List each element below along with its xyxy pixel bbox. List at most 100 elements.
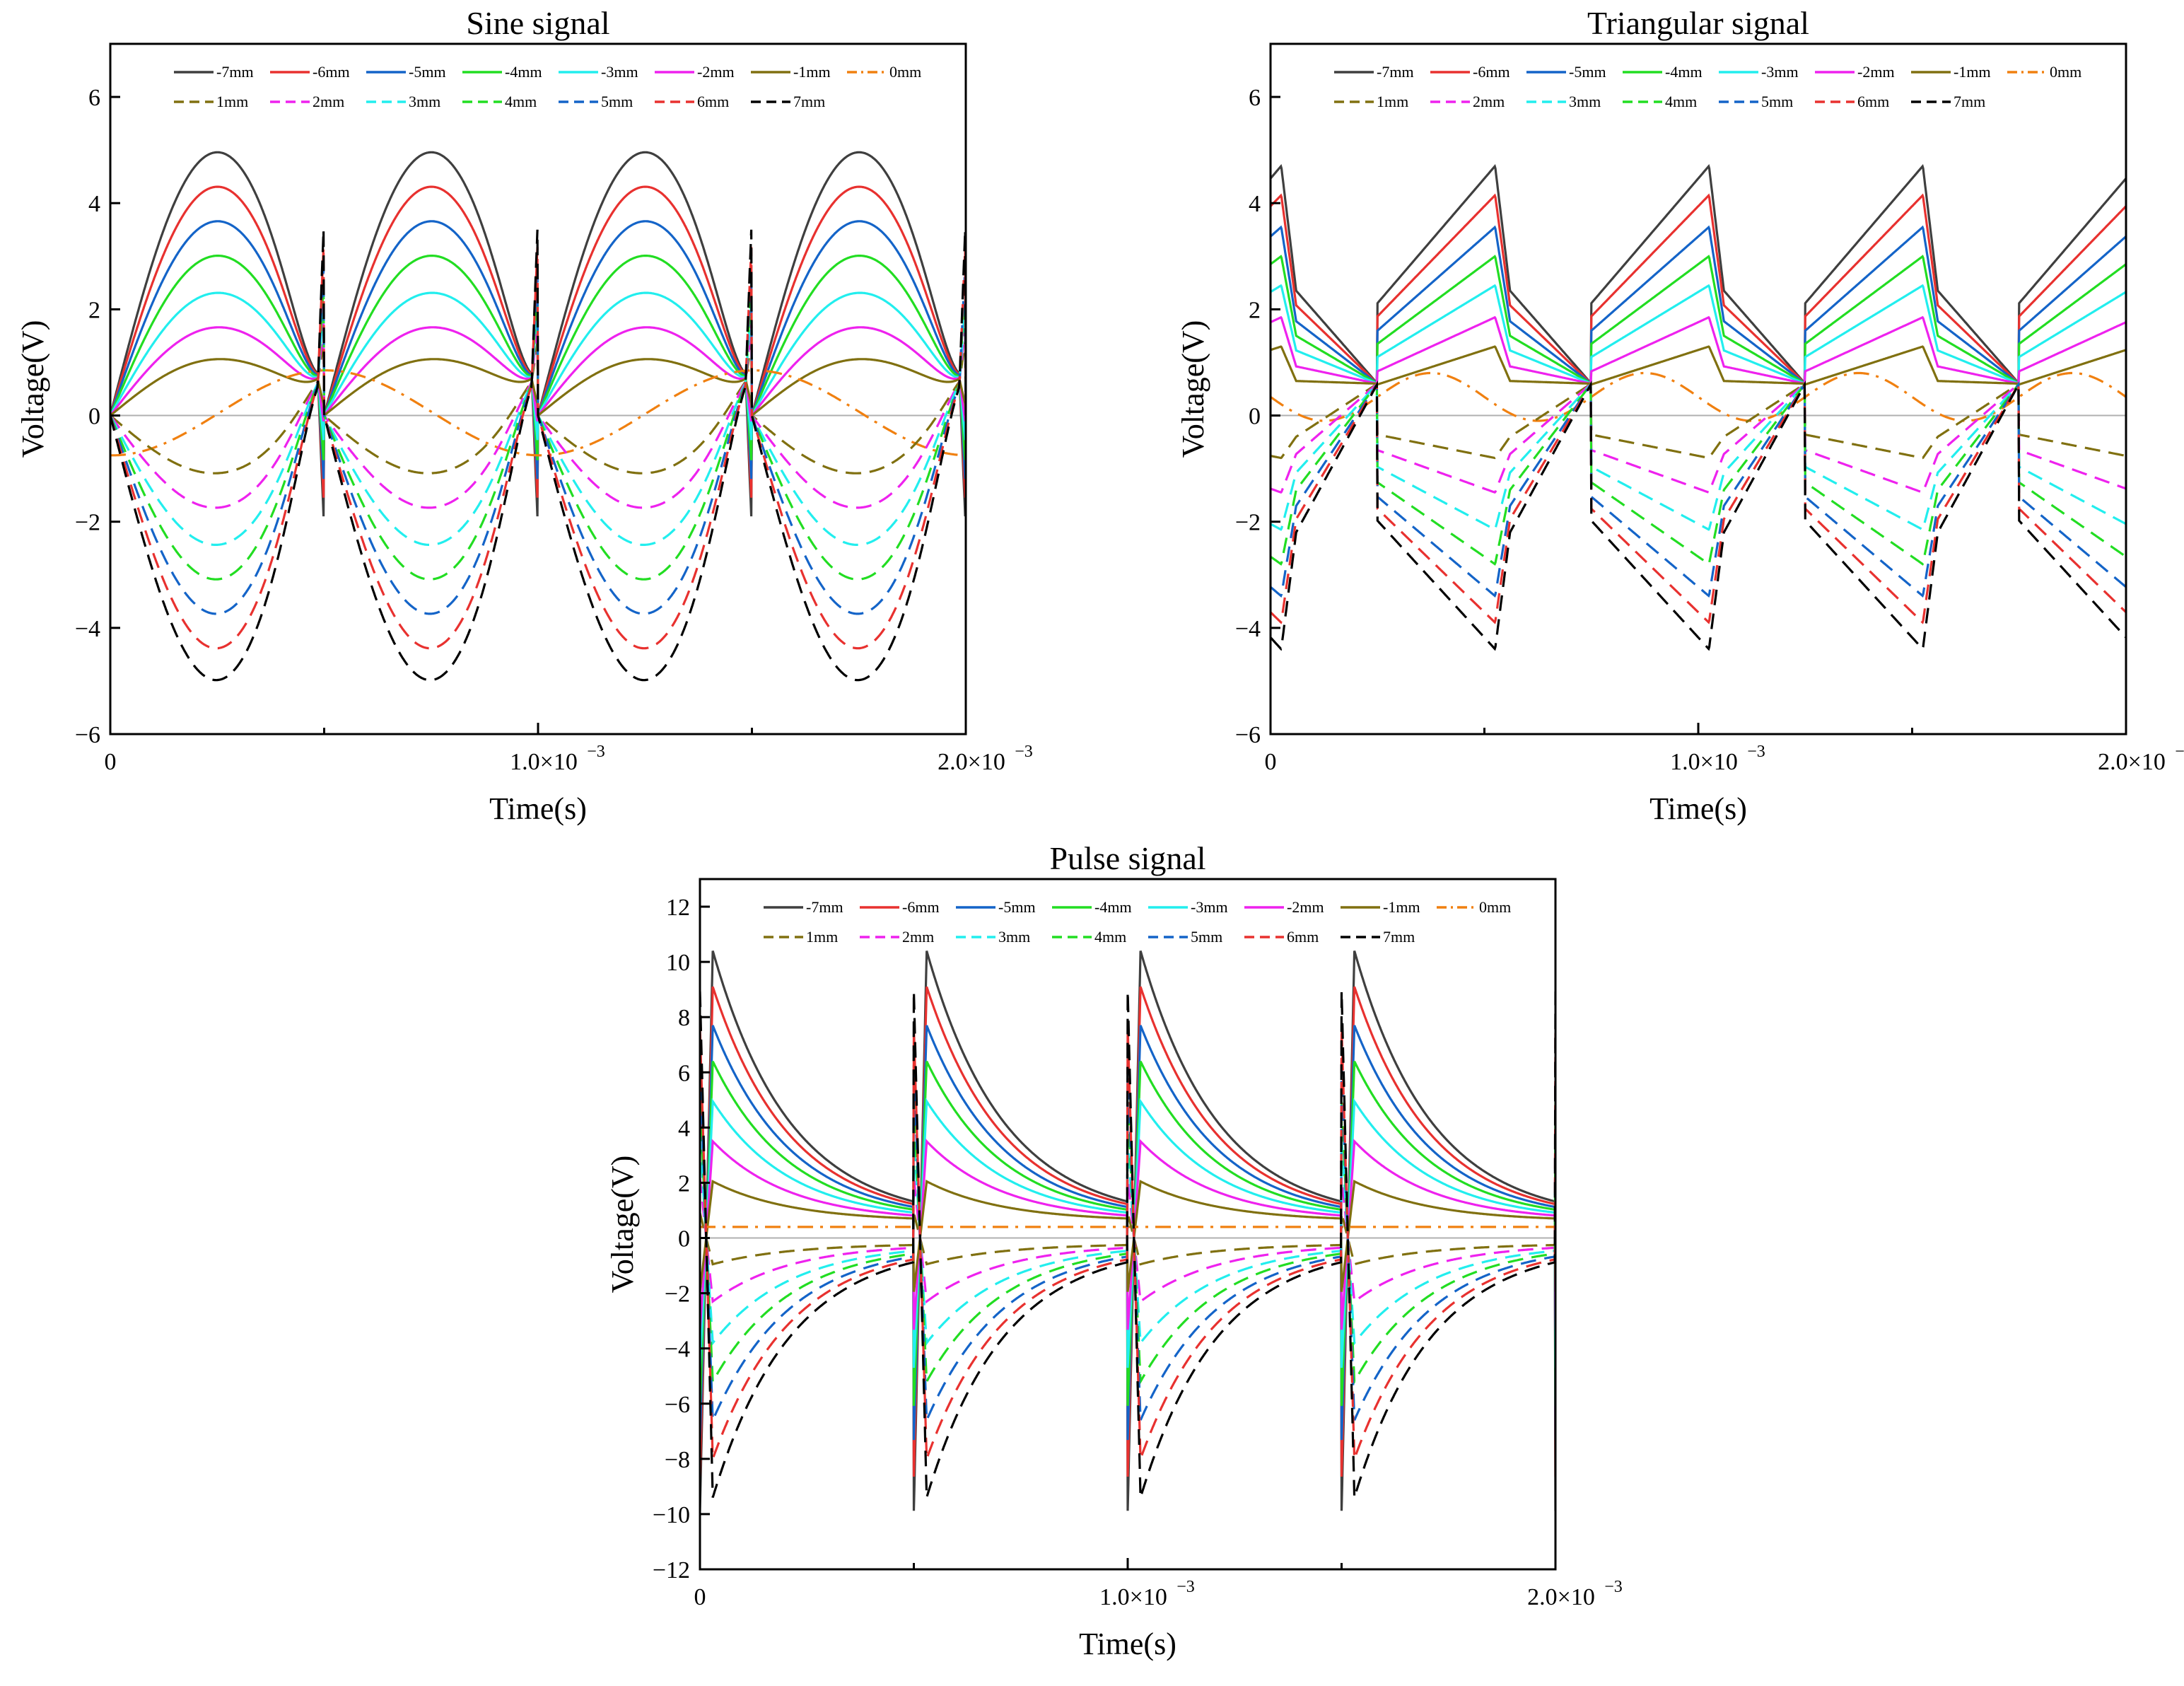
- legend-item--1mm: -1mm: [1341, 898, 1420, 916]
- legend-label: -7mm: [806, 898, 843, 916]
- series-line-6mm: [1271, 380, 2126, 624]
- y-tick-label: 12: [666, 895, 690, 921]
- legend-item-1mm: 1mm: [174, 93, 248, 110]
- y-tick-label: 2: [1249, 297, 1261, 323]
- legend-label: -7mm: [216, 63, 254, 81]
- x-tick-exponent: −3: [1747, 743, 1765, 761]
- y-tick-label: 0: [88, 404, 100, 430]
- legend-item--4mm: -4mm: [1052, 898, 1132, 916]
- y-axis-title: Voltage(V): [16, 320, 50, 458]
- legend-label: 6mm: [1287, 928, 1319, 946]
- legend-label: 4mm: [1094, 928, 1126, 946]
- plot-frame: [1269, 42, 2127, 736]
- x-tick-label: 2.0×10: [2098, 749, 2166, 775]
- legend: -7mm -6mm -5mm -4mm -3mm -2mm -1mm 0mm 1mm 2mm 3mm…: [1334, 63, 2081, 110]
- legend-item--6mm: -6mm: [1430, 63, 1510, 81]
- legend-item--6mm: -6mm: [860, 898, 940, 916]
- legend-item--2mm: -2mm: [655, 63, 735, 81]
- legend-label: 2mm: [313, 93, 344, 110]
- legend-label: -3mm: [1191, 898, 1228, 916]
- legend-item-2mm: 2mm: [860, 928, 934, 946]
- legend-item-6mm: 6mm: [1244, 928, 1319, 946]
- legend-label: -6mm: [902, 898, 940, 916]
- chart-title: Pulse signal: [1049, 840, 1205, 876]
- legend-label: -1mm: [1383, 898, 1420, 916]
- x-tick-exponent: −3: [1015, 743, 1033, 761]
- y-tick-label: −2: [75, 510, 100, 536]
- legend-label: 3mm: [998, 928, 1030, 946]
- legend-label: -2mm: [697, 63, 735, 81]
- y-tick-label: −10: [653, 1502, 690, 1528]
- legend-label: 5mm: [601, 93, 633, 110]
- legend-item--7mm: -7mm: [174, 63, 254, 81]
- legend-label: -5mm: [998, 898, 1036, 916]
- legend-item--7mm: -7mm: [764, 898, 843, 916]
- y-tick-label: 2: [88, 297, 100, 323]
- y-tick-label: 0: [678, 1226, 690, 1252]
- y-tick-label: −6: [75, 722, 100, 748]
- legend-item--5mm: -5mm: [1526, 63, 1606, 81]
- legend-label: -6mm: [313, 63, 350, 81]
- legend-item-4mm: 4mm: [462, 93, 537, 110]
- y-tick-label: 4: [1249, 191, 1261, 217]
- legend-item-0mm: 0mm: [2007, 63, 2081, 81]
- y-tick-label: 0: [1249, 404, 1261, 430]
- legend-label: -4mm: [1665, 63, 1703, 81]
- x-tick-label: 0: [105, 749, 117, 775]
- legend-label: 1mm: [1377, 93, 1408, 110]
- series-line-1mm: [1271, 382, 2126, 460]
- legend-item-7mm: 7mm: [1341, 928, 1415, 946]
- y-tick-label: −4: [1235, 616, 1261, 642]
- x-axis-title: Time(s): [1649, 791, 1747, 826]
- legend-item--7mm: -7mm: [1334, 63, 1414, 81]
- legend-item--2mm: -2mm: [1815, 63, 1895, 81]
- legend-item-0mm: 0mm: [847, 63, 921, 81]
- series-line--3mm: [1271, 284, 2126, 385]
- series-line--7mm: [1271, 163, 2126, 386]
- legend-item-3mm: 3mm: [1526, 93, 1601, 110]
- y-tick-label: 6: [678, 1060, 690, 1086]
- legend-item--2mm: -2mm: [1244, 898, 1324, 916]
- series-line-7mm: [1271, 380, 2126, 651]
- y-tick-label: 8: [678, 1005, 690, 1031]
- legend-label: 0mm: [1479, 898, 1511, 916]
- y-tick-label: −2: [665, 1281, 690, 1308]
- legend-label: 3mm: [409, 93, 440, 110]
- series-line-7mm: [110, 229, 966, 682]
- legend: -7mm -6mm -5mm -4mm -3mm -2mm -1mm 0mm 1mm 2mm 3mm…: [174, 63, 921, 110]
- legend-label: -3mm: [601, 63, 638, 81]
- x-tick-label: 2.0×10: [1527, 1584, 1595, 1610]
- legend-label: -2mm: [1287, 898, 1324, 916]
- legend-label: -5mm: [409, 63, 446, 81]
- series-line--2mm: [1271, 315, 2126, 385]
- legend-label: -7mm: [1377, 63, 1414, 81]
- legend-label: 6mm: [1857, 93, 1889, 110]
- legend-label: 7mm: [1383, 928, 1415, 946]
- legend-item-6mm: 6mm: [1815, 93, 1889, 110]
- y-tick-label: 4: [88, 191, 100, 217]
- y-tick-label: −12: [653, 1557, 690, 1583]
- legend-item--3mm: -3mm: [1719, 63, 1799, 81]
- legend-item--1mm: -1mm: [1911, 63, 1991, 81]
- legend-item-7mm: 7mm: [1911, 93, 1985, 110]
- chart-triangular: −6 −4 −2 0 2 4 6 0 1.0×10 −3 2.0×10 −3 Time(s) Voltag…: [1176, 5, 2184, 826]
- x-tick-exponent: −3: [1176, 1578, 1195, 1596]
- series-line--2mm: [700, 1138, 1555, 1330]
- legend-item-4mm: 4mm: [1623, 93, 1697, 110]
- legend-label: -3mm: [1761, 63, 1799, 81]
- series-group: [700, 950, 1555, 1511]
- legend-item--5mm: -5mm: [956, 898, 1036, 916]
- legend-label: 7mm: [793, 93, 825, 110]
- series-line--6mm: [700, 986, 1555, 1477]
- series-group: [1271, 163, 2126, 651]
- legend-item--6mm: -6mm: [270, 63, 350, 81]
- series-line--4mm: [1271, 255, 2126, 385]
- legend-label: -1mm: [793, 63, 831, 81]
- series-line-3mm: [110, 303, 966, 546]
- legend-label: 0mm: [889, 63, 921, 81]
- legend-item-3mm: 3mm: [366, 93, 440, 110]
- series-line--1mm: [1271, 345, 2126, 386]
- series-line-6mm: [700, 1028, 1555, 1460]
- legend-item-1mm: 1mm: [764, 928, 838, 946]
- y-tick-label: 6: [1249, 85, 1261, 111]
